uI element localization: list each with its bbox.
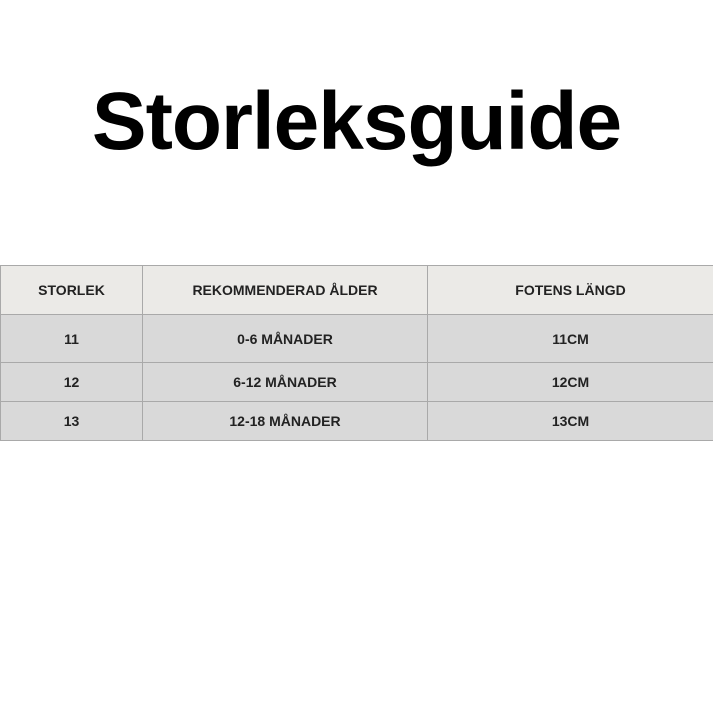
header-age: REKOMMENDERAD ÅLDER <box>142 265 428 315</box>
cell-size: 11 <box>0 314 143 363</box>
cell-foot-length: 13CM <box>427 401 713 441</box>
table-row: 13 12-18 MÅNADER 13CM <box>0 401 713 441</box>
page-title: Storleksguide <box>91 76 622 167</box>
cell-foot-length: 12CM <box>427 362 713 402</box>
table-header-row: STORLEK REKOMMENDERAD ÅLDER FOTENS LÄNGD <box>0 265 713 315</box>
cell-size: 13 <box>0 401 143 441</box>
header-foot-length: FOTENS LÄNGD <box>427 265 713 315</box>
cell-age: 12-18 MÅNADER <box>142 401 428 441</box>
cell-size: 12 <box>0 362 143 402</box>
header-size: STORLEK <box>0 265 143 315</box>
table-row: 11 0-6 MÅNADER 11CM <box>0 314 713 363</box>
cell-age: 0-6 MÅNADER <box>142 314 428 363</box>
cell-foot-length: 11CM <box>427 314 713 363</box>
cell-age: 6-12 MÅNADER <box>142 362 428 402</box>
size-guide-table: STORLEK REKOMMENDERAD ÅLDER FOTENS LÄNGD… <box>0 265 713 441</box>
table-row: 12 6-12 MÅNADER 12CM <box>0 362 713 402</box>
